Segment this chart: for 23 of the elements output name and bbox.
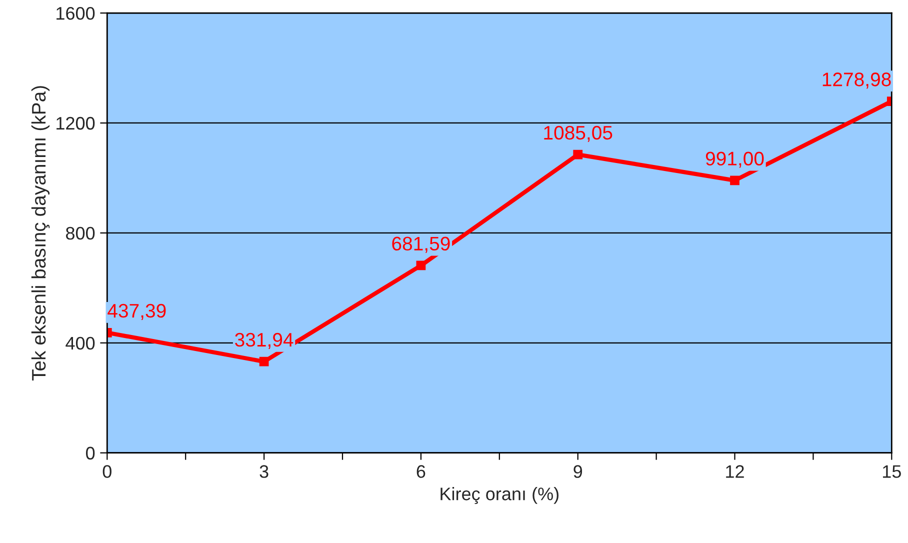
x-tick-label: 6 — [416, 465, 426, 478]
x-tick-label: 15 — [882, 465, 901, 478]
data-label: 1278,98 — [822, 72, 891, 89]
y-tick-label: 400 — [66, 336, 95, 350]
x-tick-label: 9 — [574, 465, 582, 478]
point — [573, 150, 583, 160]
data-label: 681,59 — [392, 236, 450, 253]
y-tick-label: 1200 — [56, 116, 95, 130]
y-axis-title: Tek eksenli basınç dayanımı (kPa) — [31, 86, 50, 381]
x-tick-label: 0 — [102, 465, 112, 478]
data-label: 331,94 — [235, 332, 294, 349]
data-label: 437,39 — [108, 304, 166, 320]
x-axis-title: Kireç oranı (%) — [440, 487, 558, 504]
y-tick-label: 0 — [86, 446, 95, 460]
y-tick-label: 1600 — [56, 6, 95, 20]
data-label: 1085,05 — [544, 126, 612, 142]
data-label: 991,00 — [706, 152, 764, 168]
x-tick-label: 3 — [260, 465, 268, 478]
point — [259, 356, 269, 366]
x-tick-label: 12 — [726, 465, 744, 478]
y-tick-label: 800 — [66, 226, 95, 240]
point — [730, 176, 740, 186]
point — [416, 260, 426, 270]
